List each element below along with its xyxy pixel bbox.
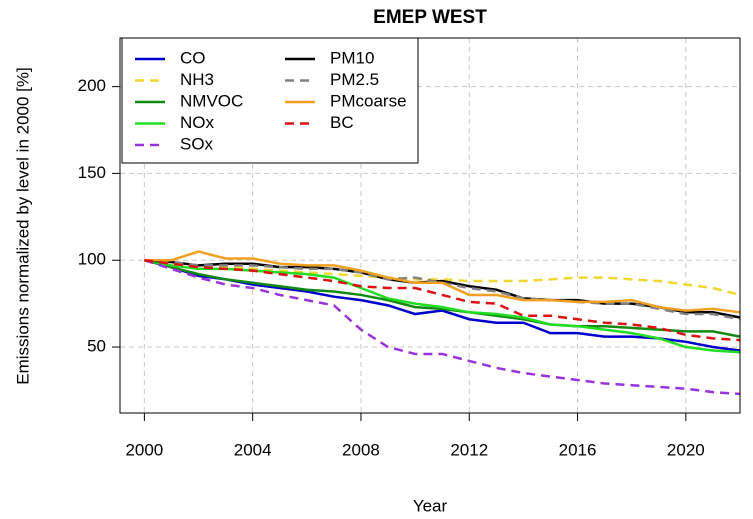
legend-label: NMVOC bbox=[180, 91, 243, 110]
series-line bbox=[144, 250, 741, 314]
series-line bbox=[144, 258, 741, 321]
plot-frame bbox=[119, 37, 741, 414]
legend-label: PMcoarse bbox=[330, 91, 407, 110]
y-tick-label: 150 bbox=[78, 163, 106, 182]
y-tick-label: 50 bbox=[87, 337, 106, 356]
series-line bbox=[144, 258, 741, 342]
x-tick-label: 2008 bbox=[342, 440, 380, 459]
legend-label: PM2.5 bbox=[330, 70, 379, 89]
series-line bbox=[143, 259, 741, 396]
y-tick-label: 100 bbox=[78, 250, 106, 269]
series-line bbox=[144, 258, 741, 354]
x-tick-label: 2012 bbox=[450, 440, 488, 459]
x-tick-label: 2000 bbox=[125, 440, 163, 459]
legend-label: NOx bbox=[180, 113, 215, 132]
x-tick-label: 2016 bbox=[559, 440, 597, 459]
legend-box bbox=[121, 37, 419, 164]
x-axis-label: Year bbox=[413, 496, 448, 515]
series-line bbox=[144, 259, 741, 338]
legend-label: NH3 bbox=[180, 70, 214, 89]
legend-label: PM10 bbox=[330, 48, 374, 67]
series-line bbox=[144, 258, 741, 297]
y-axis-label: Emissions normalized by level in 2000 [%… bbox=[13, 67, 32, 384]
legend-label: BC bbox=[330, 113, 354, 132]
chart-title: EMEP WEST bbox=[373, 7, 487, 28]
legend-label: CO bbox=[180, 48, 206, 67]
x-tick-label: 2020 bbox=[667, 440, 705, 459]
y-tick-label: 200 bbox=[78, 76, 106, 95]
legend-label: SOx bbox=[180, 134, 214, 153]
x-tick-label: 2004 bbox=[234, 440, 272, 459]
